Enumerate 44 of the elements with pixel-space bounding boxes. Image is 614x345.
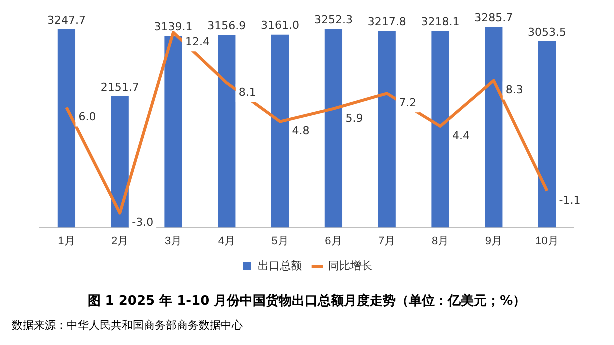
data-label: 8.3 <box>506 84 524 97</box>
data-label: 3053.5 <box>528 26 567 39</box>
source-note: 数据来源：中华人民共和国商务部商务数据中心 <box>12 318 243 333</box>
bar <box>432 31 450 228</box>
x-tick-label: 3月 <box>164 235 182 248</box>
legend-label: 出口总额 <box>258 259 302 272</box>
data-label: -3.0 <box>132 216 154 230</box>
data-label: 4.8 <box>292 124 310 138</box>
x-tick-label: 4月 <box>218 235 236 248</box>
data-label: 8.1 <box>238 86 256 99</box>
x-tick-label: 1月 <box>58 235 76 248</box>
bar <box>485 27 503 228</box>
data-label: 12.4 <box>186 35 210 48</box>
legend-label: 同比增长 <box>328 259 372 272</box>
x-tick-label: 5月 <box>272 235 289 248</box>
data-label: 6.0 <box>78 110 96 124</box>
bar <box>58 30 76 228</box>
x-tick-label: 6月 <box>325 235 342 248</box>
bar <box>164 36 182 228</box>
data-label: 3161.0 <box>261 19 300 32</box>
bar <box>111 96 129 228</box>
bar <box>218 35 236 228</box>
data-label: 3156.9 <box>208 19 246 32</box>
data-label: 3285.7 <box>474 12 514 25</box>
x-tick-label: 9月 <box>485 235 502 248</box>
data-label: 3139.1 <box>154 20 193 34</box>
data-label: 5.9 <box>346 112 364 125</box>
data-label: 7.2 <box>399 96 417 110</box>
x-tick-label: 2月 <box>112 235 129 248</box>
data-label: 3218.1 <box>421 16 460 29</box>
data-label: 3247.7 <box>47 14 86 27</box>
data-label: 2151.7 <box>100 80 140 94</box>
text: 图 1 2025 年 1-10 月份中国货物出口总额月度走势（单位：亿美元；%） <box>86 292 528 310</box>
data-label: 3252.3 <box>314 14 353 27</box>
bar <box>538 41 556 228</box>
data-label: 3217.8 <box>368 16 406 29</box>
data-label: 4.4 <box>452 129 470 142</box>
x-tick-label: 10月 <box>536 235 559 248</box>
bar <box>271 34 290 228</box>
bar <box>378 31 396 228</box>
bar <box>324 29 343 228</box>
x-tick-label: 7月 <box>378 235 396 248</box>
data-label: -1.1 <box>559 194 581 207</box>
x-tick-label: 8月 <box>432 235 450 248</box>
